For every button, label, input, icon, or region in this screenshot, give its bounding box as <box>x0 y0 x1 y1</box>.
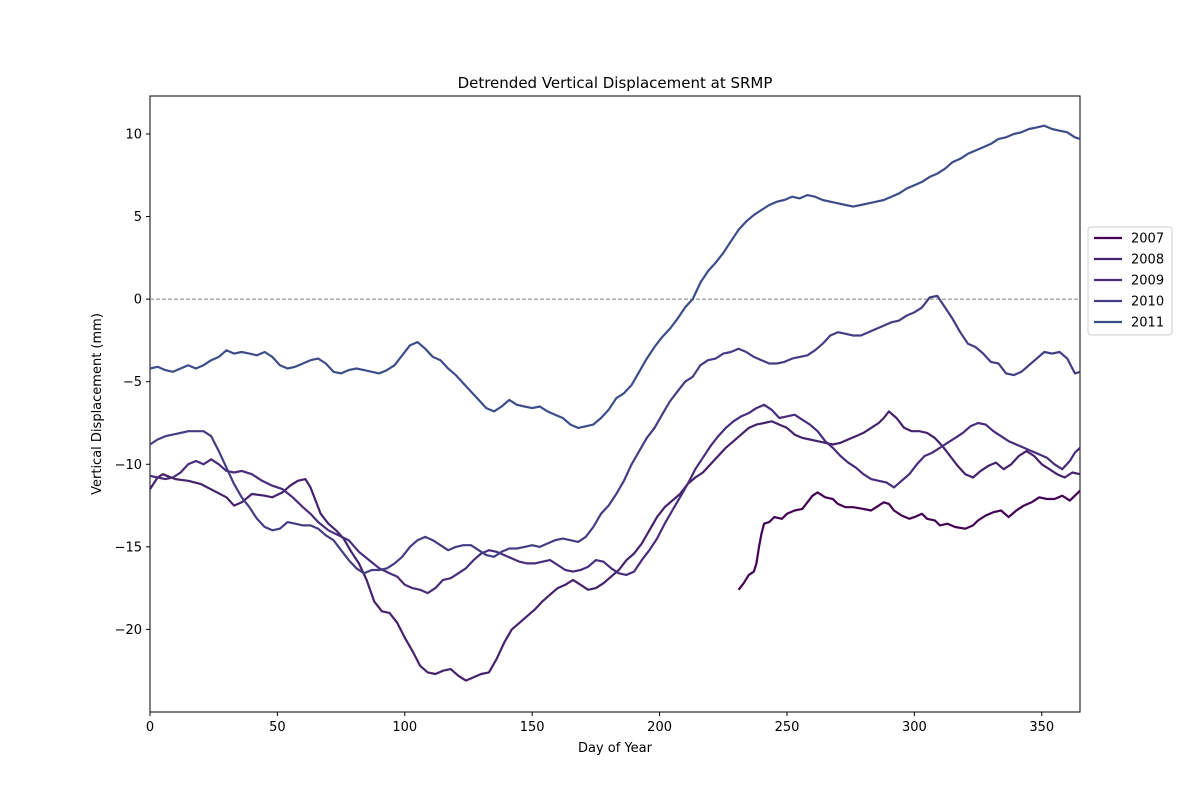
legend-label-2010: 2010 <box>1131 295 1164 310</box>
legend-label-2008: 2008 <box>1131 253 1164 268</box>
y-tick-label: −10 <box>115 458 142 473</box>
y-tick-label: −5 <box>123 375 142 390</box>
x-tick-label: 300 <box>902 720 927 735</box>
x-axis-title: Day of Year <box>578 741 653 756</box>
y-axis-title: Vertical Displacement (mm) <box>90 313 105 495</box>
legend-label-2007: 2007 <box>1131 232 1164 247</box>
legend-label-2011: 2011 <box>1131 316 1164 331</box>
x-tick-label: 0 <box>146 720 154 735</box>
y-tick-label: 0 <box>134 293 142 308</box>
y-tick-label: −15 <box>115 540 142 555</box>
x-tick-label: 250 <box>775 720 800 735</box>
x-tick-label: 200 <box>647 720 672 735</box>
x-tick-label: 350 <box>1029 720 1054 735</box>
y-tick-label: 10 <box>125 127 142 142</box>
x-tick-label: 100 <box>392 720 417 735</box>
y-tick-label: −20 <box>115 623 142 638</box>
chart-title: Detrended Vertical Displacement at SRMP <box>458 74 773 92</box>
x-tick-label: 50 <box>269 720 286 735</box>
legend-label-2009: 2009 <box>1131 274 1164 289</box>
y-tick-label: 5 <box>134 210 142 225</box>
x-tick-label: 150 <box>520 720 545 735</box>
legend: 2007 2008 2009 2010 2011 <box>1088 227 1172 335</box>
